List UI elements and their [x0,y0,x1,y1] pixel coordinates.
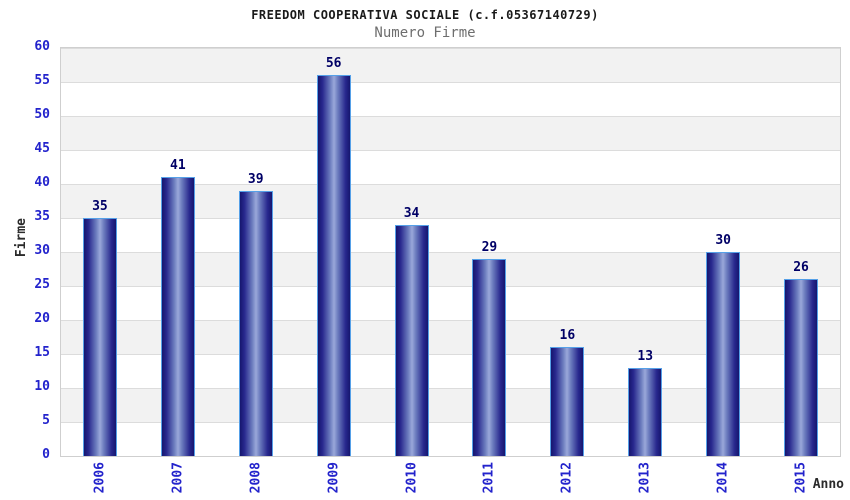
bar-2009 [316,75,351,456]
y-tick-label: 30 [34,243,50,258]
bar-value-label: 16 [559,328,576,344]
bar-2010 [394,224,429,456]
x-tick-label: 2012 [559,462,575,494]
bar-value-label: 26 [793,260,809,276]
bar-2011 [472,258,507,456]
bar-value-label: 56 [325,56,342,72]
x-tick-label: 2006 [92,462,108,494]
y-tick-label: 50 [34,107,50,122]
y-tick-label: 10 [34,379,50,394]
y-tick-label: 25 [34,277,50,292]
chart-title: FREEDOM COOPERATIVA SOCIALE (c.f.0536714… [251,8,599,22]
y-tick-label: 40 [34,175,50,190]
y-tick-label: 45 [34,141,50,156]
bar-value-label: 35 [92,199,108,214]
plot-area: 35 41 39 56 34 29 16 13 30 26 [60,47,841,457]
x-tick-label: 2008 [248,462,264,494]
y-axis-ticks: 0 5 10 15 20 25 30 35 40 45 50 55 60 [0,0,54,500]
y-tick-label: 55 [34,73,50,88]
x-tick-label: 2013 [637,462,653,494]
y-axis-title: Firme [14,218,29,258]
bar-2015 [784,279,819,456]
bar-value-label: 39 [247,171,264,187]
bar-value-label: 13 [637,348,654,364]
x-axis-title: Anno [812,477,844,492]
x-tick-label: 2007 [170,462,186,494]
x-tick-label: 2011 [481,462,497,494]
bar-value-label: 29 [481,239,498,255]
x-axis-ticks: 2006 2007 2008 2009 2010 2011 2012 2013 2014 2015 [61,462,840,500]
x-tick-label: 2010 [404,462,420,494]
y-tick-label: 60 [34,39,50,54]
y-tick-label: 35 [34,209,50,224]
bar-value-label: 34 [403,205,420,221]
bar-2006 [82,218,117,456]
bar-value-label: 30 [715,233,731,248]
bar-value-label: 41 [170,158,186,174]
chart-subtitle: Numero Firme [374,25,476,41]
y-tick-label: 15 [34,345,50,360]
bar-2012 [550,347,585,456]
bar-2008 [238,190,273,456]
bar-2014 [706,252,741,456]
y-tick-label: 20 [34,311,50,326]
bar-2007 [160,177,195,456]
y-tick-label: 0 [42,447,50,462]
x-tick-label: 2015 [793,462,809,494]
bar-2013 [628,367,663,456]
x-tick-label: 2009 [326,462,342,494]
x-tick-label: 2014 [715,462,731,494]
y-tick-label: 5 [42,413,50,428]
